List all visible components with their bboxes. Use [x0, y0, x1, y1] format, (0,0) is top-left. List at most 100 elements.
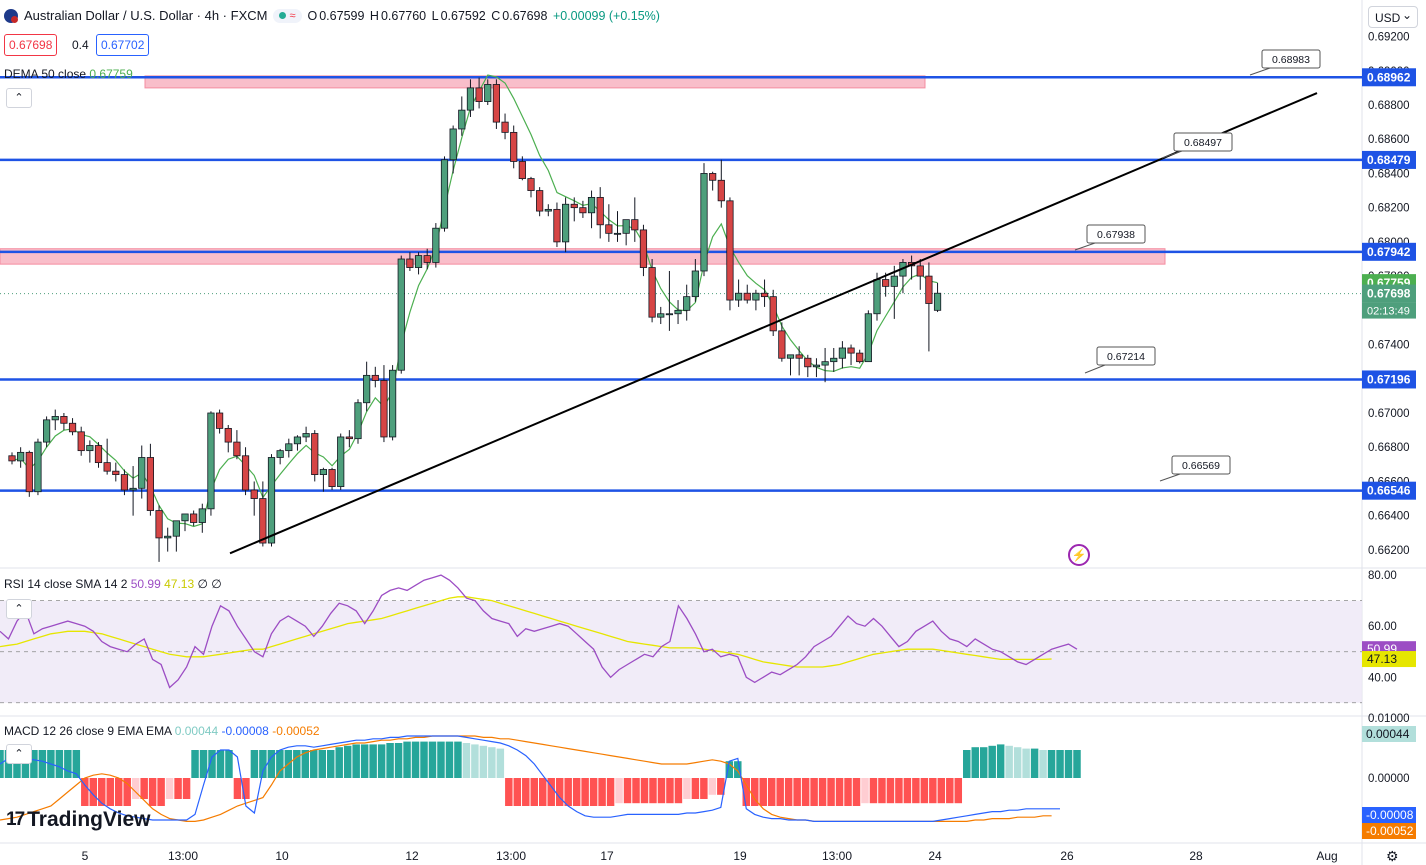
high-value: 0.67760 — [380, 8, 427, 23]
candle-body — [847, 347, 855, 354]
candle-body — [484, 84, 492, 102]
candle-body — [778, 330, 786, 359]
event-flash-icon[interactable]: ⚡ — [1068, 544, 1090, 566]
macd-histogram-bar — [589, 778, 598, 806]
candle — [579, 200, 587, 218]
callout-label: 0.68497 — [1184, 137, 1222, 149]
macd-histogram-bar — [640, 778, 649, 804]
candle-body — [709, 173, 717, 181]
rsi-label: RSI 14 close SMA 14 2 — [4, 577, 128, 591]
candle — [492, 79, 501, 129]
candle-body — [406, 258, 414, 268]
callout-label: 0.67214 — [1107, 351, 1145, 363]
candle-body — [691, 270, 699, 298]
collapse-rsi-button[interactable]: ⌃ — [6, 599, 32, 619]
candle-body — [562, 203, 570, 243]
macd-histogram-bar — [1039, 750, 1047, 778]
tradingview-logo[interactable]: 17 TradingView — [6, 808, 150, 832]
candle — [631, 197, 639, 242]
candle-body — [544, 208, 552, 212]
symbol-header: Australian Dollar / U.S. Dollar · 4h · F… — [4, 8, 662, 23]
macd-histogram-bar — [89, 778, 98, 806]
callout-pointer — [1074, 242, 1096, 251]
macd-histogram-bar — [157, 778, 165, 806]
candle — [674, 300, 682, 325]
candle — [164, 527, 172, 552]
candle-body — [155, 510, 163, 539]
callout-pointer — [1159, 473, 1181, 482]
macd-axis-badge-label: 0.00044 — [1366, 727, 1410, 741]
candle-body — [103, 462, 111, 472]
macd-histogram-bar — [1064, 750, 1073, 778]
candle-body — [700, 173, 708, 272]
macd-line — [0, 735, 1060, 822]
macd-histogram-bar — [827, 778, 835, 806]
macd-histogram-bar — [581, 778, 589, 806]
candle — [224, 424, 232, 453]
candle — [544, 204, 552, 217]
macd-histogram-bar — [131, 778, 140, 799]
macd-signal-value: -0.00052 — [272, 724, 320, 738]
candle-body — [363, 374, 371, 404]
countdown-label: 02:13:49 — [1367, 306, 1410, 318]
macd-histogram-bar — [106, 778, 114, 806]
macd-histogram-bar — [547, 778, 555, 806]
candle-body — [674, 309, 682, 315]
candle-body — [432, 227, 440, 263]
collapse-legend-button[interactable]: ⌃ — [6, 88, 32, 108]
collapse-macd-button[interactable]: ⌃ — [6, 744, 32, 764]
candle-body — [259, 498, 267, 544]
macd-histogram-bar — [1030, 748, 1039, 778]
price-axis-badge-label: 0.67196 — [1367, 372, 1411, 386]
dema-line — [11, 74, 938, 528]
candle — [821, 347, 829, 383]
macd-histogram-bar — [539, 778, 547, 806]
macd-histogram-bar — [708, 778, 717, 795]
dema-label: DEMA 50 close — [4, 67, 87, 81]
sell-price-button[interactable]: 0.67698 — [4, 34, 58, 56]
low-value: 0.67592 — [440, 8, 486, 23]
macd-legend[interactable]: MACD 12 26 close 9 EMA EMA 0.00044 -0.00… — [4, 724, 320, 738]
candle — [605, 204, 613, 242]
rsi-legend[interactable]: RSI 14 close SMA 14 2 50.99 47.13 ∅ ∅ — [4, 577, 222, 591]
candle-body — [916, 265, 924, 277]
candle — [657, 306, 665, 325]
candle — [337, 433, 345, 490]
candle — [613, 211, 622, 242]
macd-histogram-bar — [844, 778, 852, 806]
candle — [267, 454, 276, 547]
currency-select[interactable]: USD — [1368, 4, 1418, 28]
candle-body — [812, 364, 821, 368]
candle-body — [224, 427, 232, 443]
symbol-title[interactable]: Australian Dollar / U.S. Dollar · 4h · F… — [24, 8, 268, 23]
candle — [94, 442, 103, 468]
candle — [812, 358, 821, 378]
candle-body — [233, 441, 241, 457]
candle — [285, 438, 293, 458]
macd-histogram-bar — [674, 778, 683, 804]
candle — [717, 159, 725, 208]
candle — [484, 79, 492, 105]
candle-body — [786, 354, 795, 359]
settings-gear-icon[interactable]: ⚙ — [1386, 848, 1399, 864]
candle — [371, 366, 379, 388]
candle-body — [458, 109, 466, 130]
time-tick-label: 24 — [928, 849, 942, 863]
macd-histogram-bar — [411, 741, 420, 778]
dema-legend[interactable]: DEMA 50 close 0.67759 — [4, 67, 133, 81]
macd-histogram-bar — [522, 778, 530, 806]
candle — [51, 409, 59, 431]
market-status-badge[interactable]: ≈ — [273, 8, 302, 23]
candle-body — [112, 470, 120, 475]
candle — [691, 259, 699, 302]
candle — [146, 443, 154, 516]
buy-price-button[interactable]: 0.67702 — [96, 34, 150, 56]
candle — [388, 365, 397, 441]
candle-body — [579, 207, 587, 214]
candle-body — [388, 369, 397, 438]
candle — [406, 252, 414, 271]
candle — [510, 125, 518, 169]
candle — [726, 197, 734, 311]
candle-body — [215, 412, 224, 429]
